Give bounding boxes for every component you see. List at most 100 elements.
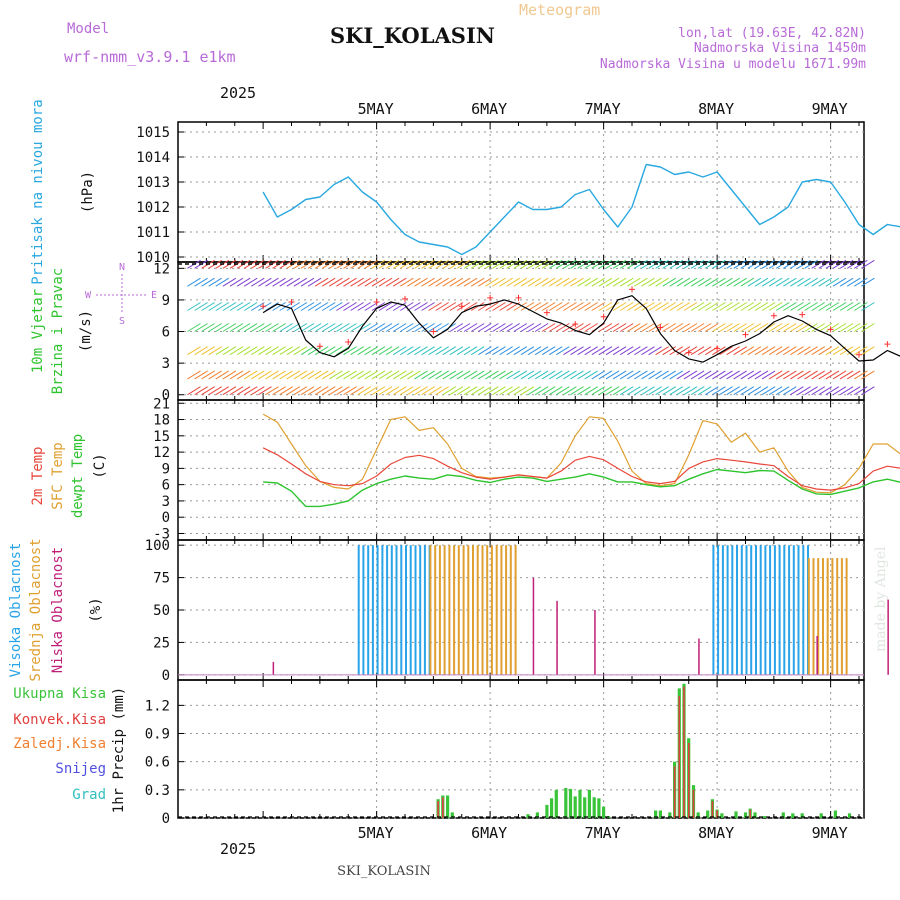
wind-barb (513, 370, 528, 380)
wind-barb (407, 302, 421, 311)
precip-bar (568, 788, 573, 818)
wind-barb (407, 346, 421, 356)
precip-bar (833, 810, 837, 818)
wind-barb (470, 277, 485, 287)
wind-barb (258, 277, 272, 287)
wind-barb (783, 323, 797, 332)
wind-barb (591, 386, 606, 396)
wind-barb (641, 386, 655, 396)
wind-barb (548, 346, 563, 356)
wind-barb (697, 277, 712, 287)
cloud-bar (712, 545, 715, 675)
wind-barb (676, 302, 691, 311)
top-day-label: 6MAY (471, 100, 507, 118)
wind-barb (265, 370, 279, 380)
wind-barb (392, 323, 407, 332)
gust-marker (827, 326, 834, 333)
wind-barb (279, 370, 293, 380)
wind-barb (364, 259, 379, 269)
wind-barb (775, 277, 790, 287)
wind-barb (790, 302, 804, 311)
wind-barb (400, 323, 414, 332)
wind-barb (747, 302, 762, 311)
wind-barb (251, 302, 265, 311)
station-title: SKI_KOLASIN (330, 23, 495, 48)
precip-bar (597, 798, 601, 818)
model-value: wrf-nmm_v3.9.1 e1km (64, 48, 236, 66)
wind-barb (478, 386, 492, 396)
wind-barb (570, 302, 584, 311)
wind-barb (201, 302, 215, 311)
wind-barb (215, 386, 230, 396)
wind-barb (563, 302, 577, 311)
wind-barb (350, 302, 364, 311)
wind-barb (293, 370, 308, 380)
precip-bar (781, 812, 785, 818)
wind-barb (619, 277, 634, 287)
wind-barb (534, 277, 549, 287)
side-label-cloud-1: Srednja Oblacnost (28, 538, 44, 681)
precip-bar (573, 796, 577, 818)
wind-barb (705, 302, 719, 311)
wind-barb (761, 386, 776, 396)
wind-barb (428, 259, 442, 269)
wind-barb (215, 323, 230, 332)
gust-marker (884, 341, 891, 348)
wind-barb (314, 302, 329, 311)
y-tick-label: 0.6 (145, 755, 170, 771)
wind-barb (442, 370, 457, 380)
wind-barb (513, 277, 528, 287)
wind-barb (279, 346, 293, 356)
wind-barb (293, 346, 308, 356)
wind-barb (307, 323, 322, 332)
wind-barb (357, 370, 371, 380)
wind-barb (350, 386, 364, 396)
wind-barb (435, 277, 449, 287)
wind-barb (705, 277, 719, 287)
wind-barb (662, 302, 676, 311)
low-cloud-bar (272, 661, 275, 675)
wind-barb (676, 386, 691, 396)
wind-barb (492, 323, 506, 332)
wind-barb (421, 346, 435, 356)
top-day-label: 5MAY (358, 100, 394, 118)
wind-barb (577, 386, 591, 396)
wind-barb (818, 302, 833, 311)
wind-barb (307, 302, 322, 311)
wind-barb (825, 302, 840, 311)
bottom-day-labels: 5MAY6MAY7MAY8MAY9MAY10MAY (358, 824, 848, 842)
wind-barb (570, 346, 584, 356)
wind-barb (364, 277, 379, 287)
wind-barb (534, 302, 549, 311)
wind-barb (520, 323, 535, 332)
sfc-temp-line (262, 413, 900, 494)
wind-barb (442, 302, 457, 311)
wind-barb (619, 323, 634, 332)
wind-barb (272, 386, 286, 396)
precip-bar (535, 812, 539, 818)
cloud-bar (438, 545, 441, 675)
wind-barb (839, 302, 854, 311)
wind-barb (846, 302, 861, 311)
wind-barb (740, 370, 755, 380)
wind-barb (478, 346, 492, 356)
wind-barb (832, 370, 847, 380)
wind-barb (414, 277, 428, 287)
wind-barb (627, 277, 641, 287)
wind-barb (463, 346, 478, 356)
cloud-bar (783, 545, 786, 675)
precip-bar (583, 797, 587, 818)
ylabel-cloud: (%) (88, 597, 104, 622)
cloud-bar (514, 545, 517, 675)
wind-barb (598, 370, 613, 380)
high-cloud-bars (357, 545, 809, 675)
wind-barb (286, 346, 301, 356)
pressure-line (262, 163, 900, 256)
wind-barb (548, 259, 563, 269)
wind-barb (456, 323, 471, 332)
wind-barb (846, 370, 861, 380)
wind-barb (548, 370, 563, 380)
low-cloud-bar (556, 600, 558, 675)
cloud-bar (486, 545, 489, 675)
